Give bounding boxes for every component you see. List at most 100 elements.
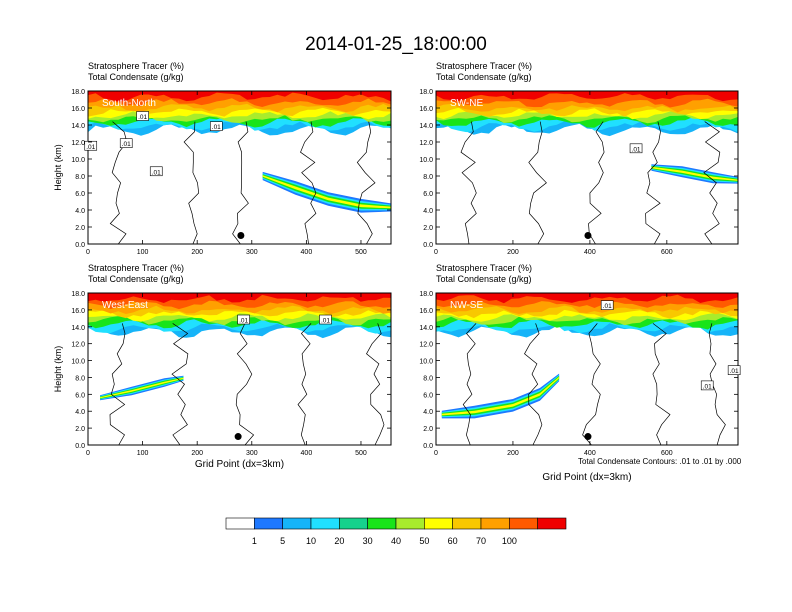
contour-line	[109, 323, 126, 445]
contour-line	[588, 121, 605, 244]
y-tick-label: 6.0	[423, 191, 433, 198]
x-tick-label: 0	[434, 249, 438, 256]
contour-line	[645, 121, 661, 244]
y-tick-label: 10.0	[419, 359, 433, 366]
panel-header-line2: Total Condensate (g/kg)	[436, 72, 532, 82]
y-tick-label: 18.0	[419, 89, 433, 96]
x-tick-label: 400	[301, 450, 313, 457]
y-tick-label: 4.0	[423, 409, 433, 416]
colorbar-swatch	[480, 517, 510, 530]
condensate-contours	[462, 323, 726, 445]
contour-line	[235, 323, 255, 445]
panel-header-line1: Stratosphere Tracer (%)	[88, 263, 184, 273]
tracer-band	[436, 91, 738, 102]
y-tick-label: 14.0	[419, 123, 433, 130]
y-tick-label: 18.0	[419, 291, 433, 298]
colorbar-label: 70	[476, 536, 486, 546]
panel-bottom-left: .01 .01 West-East Stratosphere Tracer (%)To…	[53, 263, 392, 470]
x-tick-label: 400	[584, 450, 596, 457]
contour-line	[528, 121, 547, 244]
colorbar-swatch	[424, 517, 453, 530]
contour-label-box	[700, 380, 714, 391]
x-tick-label: 200	[507, 249, 519, 256]
y-tick-label: 8.0	[75, 174, 85, 181]
station-marker	[584, 433, 592, 441]
y-tick-label: 2.0	[423, 426, 433, 433]
contour-label-box	[629, 143, 643, 154]
y-tick-label: 16.0	[419, 308, 433, 315]
y-tick-label: 8.0	[75, 375, 85, 382]
y-tick-label: 18.0	[71, 291, 85, 298]
y-tick-label: 8.0	[423, 174, 433, 181]
y-tick-label: 0.0	[423, 242, 433, 249]
contour-line	[460, 121, 477, 244]
colorbar-swatch	[310, 517, 340, 530]
panel-header-line2: Total Condensate (g/kg)	[436, 274, 532, 284]
tracer-band	[436, 293, 738, 304]
x-axis-label: Grid Point (dx=3km)	[195, 459, 284, 470]
y-tick-label: 8.0	[423, 375, 433, 382]
colorbar-swatch	[395, 517, 425, 530]
tracer-plume	[651, 166, 738, 181]
contour-label-box	[136, 111, 149, 121]
y-tick-label: 2.0	[75, 426, 85, 433]
contour-line	[652, 323, 671, 445]
x-tick-label: 200	[191, 249, 203, 256]
y-tick-label: 18.0	[71, 89, 85, 96]
tracer-field	[436, 91, 738, 184]
y-tick-label: 12.0	[419, 342, 433, 349]
colorbar-swatch	[254, 517, 283, 530]
tracer-field	[436, 293, 738, 419]
y-axis-label: Height (km)	[53, 144, 63, 191]
panel-top-right: .01 SW-NE Stratosphere Tracer (%)Total Con…	[419, 61, 739, 256]
x-tick-label: 0	[434, 450, 438, 457]
panel-header-line2: Total Condensate (g/kg)	[88, 72, 184, 82]
colorbar-label: 20	[334, 536, 344, 546]
x-tick-label: 200	[191, 450, 203, 457]
y-tick-label: 6.0	[75, 191, 85, 198]
x-tick-label: 400	[584, 249, 596, 256]
station-marker	[584, 232, 592, 239]
x-tick-label: 100	[137, 249, 149, 256]
plot-frame	[87, 292, 392, 446]
x-tick-label: 300	[246, 450, 258, 457]
y-tick-label: 16.0	[71, 308, 85, 315]
y-tick-label: 2.0	[423, 225, 433, 232]
y-tick-label: 10.0	[71, 157, 85, 164]
contour-label-box	[209, 121, 223, 131]
contour-label: .01	[730, 368, 739, 375]
y-tick-label: 0.0	[75, 242, 85, 249]
x-axis-label: Grid Point (dx=3km)	[542, 472, 631, 483]
contour-footnote: Total Condensate Contours: .01 to .01 by…	[578, 457, 742, 466]
panel-header-line1: Stratosphere Tracer (%)	[88, 61, 184, 71]
panel-header-line2: Total Condensate (g/kg)	[88, 274, 184, 284]
contour-label-box	[319, 314, 332, 325]
y-tick-label: 16.0	[419, 106, 433, 113]
section-label: SW-NE	[450, 98, 483, 109]
x-tick-label: 400	[301, 249, 313, 256]
tracer-band	[88, 293, 391, 303]
y-tick-label: 0.0	[75, 443, 85, 450]
panels: .01 .01 .01 .01 .01 South-North Stratosphere T…	[53, 61, 741, 483]
y-tick-label: 14.0	[71, 123, 85, 130]
contour-line	[297, 323, 312, 445]
contour-label-box	[237, 314, 250, 325]
y-tick-label: 14.0	[419, 325, 433, 332]
contour-line	[524, 323, 543, 445]
colorbar-swatch	[537, 517, 567, 530]
colorbar-label: 100	[502, 536, 517, 546]
y-tick-label: 12.0	[419, 140, 433, 147]
colorbar-swatch	[452, 517, 482, 530]
tracer-plume	[100, 377, 184, 399]
colorbar: 1 5 10 20 30 40 50 60 70 100	[225, 517, 567, 546]
colorbar-label: 50	[419, 536, 429, 546]
condensate-contours	[460, 121, 721, 244]
y-tick-label: 12.0	[71, 342, 85, 349]
panel-header-line1: Stratosphere Tracer (%)	[436, 61, 532, 71]
y-tick-label: 0.0	[423, 443, 433, 450]
x-tick-label: 0	[86, 249, 90, 256]
x-tick-label: 500	[355, 450, 367, 457]
y-tick-label: 2.0	[75, 225, 85, 232]
contour-label: .01	[321, 318, 330, 325]
